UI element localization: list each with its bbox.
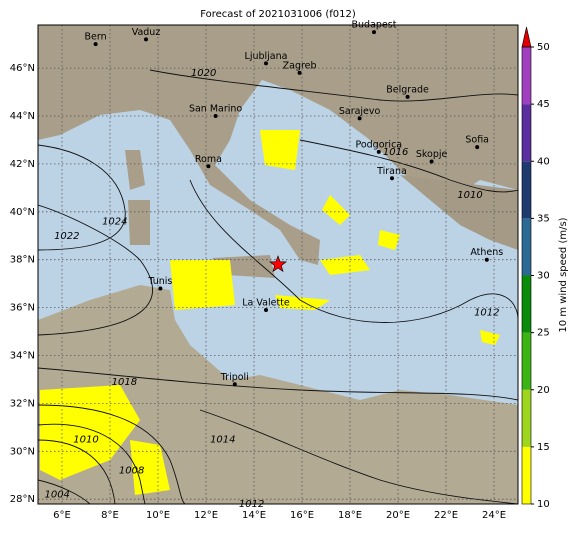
colorbar-tick-label: 10 (537, 499, 550, 510)
city-label: Vaduz (132, 27, 161, 38)
city-dot (297, 70, 302, 75)
y-tick-label: 42°N (10, 159, 35, 170)
x-tick-label: 22°E (434, 510, 458, 521)
city-label: Podgorica (355, 139, 402, 150)
colorbar-tick-label: 25 (537, 328, 550, 339)
city-dot (232, 382, 237, 387)
city-label: Skopje (416, 149, 448, 160)
isobar-label: 1012 (474, 307, 499, 318)
city-dot (264, 61, 268, 66)
isobar-label: 1016 (383, 147, 408, 158)
x-tick-label: 16°E (290, 510, 314, 521)
colorbar-tick-label: 20 (537, 385, 550, 396)
city-dot (484, 257, 489, 262)
city-label: Bern (85, 32, 107, 43)
colorbar-segment (522, 332, 531, 390)
colorbar-segment (522, 47, 531, 105)
isobar-label: 1018 (112, 377, 137, 388)
x-tick-label: 18°E (338, 510, 362, 521)
map-frame (37, 24, 519, 505)
city-label: Athens (470, 247, 503, 258)
y-tick-label: 46°N (10, 63, 35, 74)
y-tick-label: 28°N (10, 494, 35, 505)
city-label: Sarajevo (339, 106, 381, 117)
x-tick-label: 10°E (146, 510, 170, 521)
colorbar-segment (522, 161, 531, 219)
city-dot (390, 176, 394, 181)
colorbar-tick-label: 35 (537, 213, 550, 224)
isobar-label: 1008 (119, 465, 144, 476)
isobar-label: 1014 (210, 434, 235, 445)
isobar-label: 1004 (44, 489, 69, 500)
city-dot (357, 116, 362, 121)
isobar-label: 1020 (191, 68, 216, 79)
city-label: La Valette (242, 298, 290, 309)
y-tick-label: 38°N (10, 255, 35, 266)
x-tick-label: 6°E (53, 510, 71, 521)
colorbar-segment (522, 104, 531, 162)
city-dot (376, 149, 381, 154)
city-label: Zagreb (283, 60, 317, 71)
colorbar-segment (522, 218, 531, 276)
city-label: Ljubljana (245, 51, 288, 62)
isobar-label: 1022 (54, 231, 79, 242)
y-tick-label: 44°N (10, 111, 35, 122)
city-dot (372, 30, 376, 35)
city-dot (158, 286, 163, 291)
colorbar-tick-label: 45 (537, 99, 550, 110)
city-dot (429, 159, 434, 164)
y-tick-label: 32°N (10, 398, 35, 409)
isobar-label: 1010 (457, 190, 482, 201)
city-dot (206, 164, 211, 169)
x-tick-label: 14°E (242, 510, 266, 521)
x-tick-label: 12°E (194, 510, 218, 521)
y-tick-label: 40°N (10, 207, 35, 218)
x-tick-label: 20°E (386, 510, 410, 521)
city-label: Tunis (147, 276, 172, 287)
city-label: Tirana (376, 166, 407, 177)
city-dot (144, 37, 148, 42)
y-tick-label: 34°N (10, 351, 35, 362)
city-label: Roma (195, 154, 222, 165)
city-label: Budapest (352, 20, 397, 31)
city-dot (405, 94, 410, 99)
colorbar-tick-label: 30 (537, 271, 550, 282)
city-dot (264, 308, 268, 313)
city-dot (93, 42, 98, 47)
isobar-label: 1010 (73, 434, 98, 445)
colorbar-label: 10 m wind speed (m/s) (558, 217, 569, 332)
city-label: Sofia (465, 135, 489, 146)
city-label: Tripoli (220, 372, 249, 383)
title: Forecast of 2021031006 (f012) (200, 9, 356, 20)
colorbar-extend (521, 26, 532, 48)
city-dot (475, 145, 480, 150)
colorbar-tick-label: 40 (537, 156, 550, 167)
city-dot (213, 114, 218, 119)
city-label: San Marino (189, 104, 242, 115)
star-marker (269, 255, 287, 273)
y-tick-label: 30°N (10, 446, 35, 457)
city-label: Belgrade (386, 84, 429, 95)
colorbar-tick-label: 50 (537, 42, 550, 53)
isobar-label: 1024 (102, 216, 127, 227)
colorbar-segment (522, 389, 531, 447)
x-tick-label: 8°E (101, 510, 119, 521)
isobar-label: 1012 (239, 499, 264, 510)
y-tick-label: 36°N (10, 303, 35, 314)
colorbar-segment (522, 275, 531, 333)
colorbar-segment (522, 446, 531, 504)
colorbar-tick-label: 15 (537, 442, 550, 453)
x-tick-label: 24°E (482, 510, 506, 521)
